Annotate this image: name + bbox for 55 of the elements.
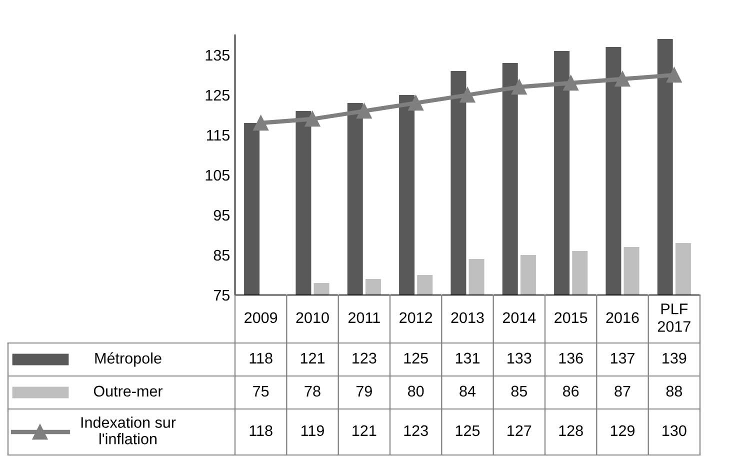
y-tick-label: 125 <box>206 90 230 101</box>
legend-label: Outre-mer <box>94 386 163 397</box>
y-tick-label: 75 <box>214 290 230 301</box>
point <box>304 111 320 127</box>
data-label: 87 <box>614 386 630 397</box>
data-label: 127 <box>508 425 532 436</box>
data-label: 133 <box>508 352 532 364</box>
data-label: 88 <box>666 386 682 397</box>
x-tick-label: 2016 <box>606 312 639 324</box>
x-tick-label: 2013 <box>451 312 484 324</box>
data-label: 78 <box>304 386 320 397</box>
y-tick-label: 85 <box>214 250 230 261</box>
data-label: 136 <box>559 352 583 364</box>
data-label: 125 <box>456 425 480 436</box>
data-label: 75 <box>253 386 269 397</box>
y-tick-label: 135 <box>206 50 230 61</box>
x-tick-label: PLF 2017 <box>658 304 690 332</box>
y-tick-label: 115 <box>206 130 230 141</box>
data-label: 123 <box>352 352 376 364</box>
data-label: 125 <box>404 352 428 364</box>
point <box>512 79 527 95</box>
data-label: 130 <box>662 425 686 436</box>
point <box>614 71 630 87</box>
x-tick-label: 2011 <box>348 312 380 324</box>
data-label: 129 <box>610 425 635 436</box>
data-label: 85 <box>511 386 528 397</box>
data-label: 131 <box>456 352 480 364</box>
data-label: 118 <box>250 425 272 436</box>
x-tick-label: 2009 <box>244 312 278 324</box>
data-label: 123 <box>404 425 428 436</box>
point <box>460 87 476 103</box>
point <box>563 75 578 91</box>
data-label: 119 <box>301 425 324 436</box>
point <box>666 67 682 83</box>
data-label: 121 <box>352 425 376 436</box>
y-tick-label: 105 <box>206 170 230 181</box>
x-tick-label: 2012 <box>400 312 432 324</box>
y-tick-label: 95 <box>214 210 230 221</box>
data-label: 86 <box>563 386 579 397</box>
point <box>408 95 424 111</box>
data-label: 139 <box>662 352 686 364</box>
x-tick-label: 2015 <box>554 312 588 324</box>
data-label: 137 <box>610 352 634 364</box>
legend-label: Métropole <box>95 352 162 367</box>
data-label: 84 <box>460 386 476 397</box>
x-tick-label: 2014 <box>502 312 536 324</box>
point <box>253 115 268 131</box>
data-label: 80 <box>408 386 424 397</box>
data-label: 118 <box>250 352 272 364</box>
x-tick-label: 2010 <box>296 312 329 324</box>
data-label: 121 <box>300 352 324 364</box>
legend-label: Indexation sur l'inflation <box>81 416 176 444</box>
data-label: 128 <box>559 425 583 436</box>
data-label: 79 <box>356 386 372 397</box>
point <box>356 103 372 119</box>
